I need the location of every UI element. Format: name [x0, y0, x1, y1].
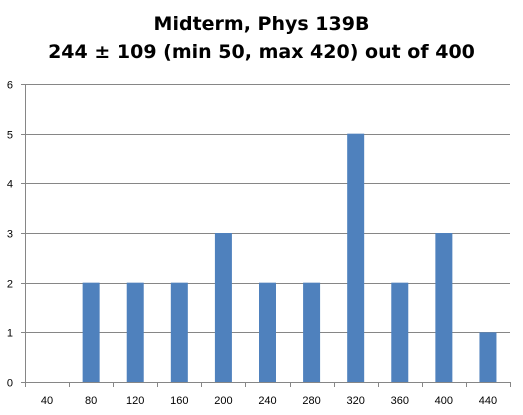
chart-title: Midterm, Phys 139B 244 ± 109 (min 50, ma… [0, 10, 523, 66]
y-tick-label: 6 [7, 80, 13, 92]
bar [479, 332, 497, 382]
bar [170, 282, 188, 382]
chart-title-line-2: 244 ± 109 (min 50, max 420) out of 400 [48, 41, 475, 63]
y-tick-label: 5 [7, 130, 13, 142]
x-tick-label: 120 [126, 395, 144, 407]
bar [126, 282, 144, 382]
bar [259, 282, 276, 382]
y-tick-label: 1 [7, 328, 13, 340]
x-tick-label: 80 [85, 395, 97, 407]
x-tick-label: 320 [347, 395, 365, 407]
x-tick-label: 400 [435, 395, 453, 407]
x-tick-label: 200 [214, 395, 232, 407]
x-tick-label: 280 [302, 395, 320, 407]
y-tick-label: 3 [7, 229, 13, 241]
x-tick-label: 440 [479, 395, 497, 407]
x-tick-label: 160 [170, 395, 188, 407]
y-tick-label: 4 [7, 179, 13, 191]
x-tick-label: 360 [391, 395, 409, 407]
y-tick-label: 2 [7, 279, 13, 291]
bar [82, 282, 100, 382]
bar [303, 282, 321, 382]
bar [391, 282, 409, 382]
bar [214, 233, 232, 382]
bar [435, 233, 453, 382]
tick-labels: 0 1 2 3 4 5 6 40 80 120 160 200 240 280 320 360 400 440 [7, 80, 497, 408]
chart-title-line-1: Midterm, Phys 139B [153, 13, 370, 35]
x-tick-label: 40 [41, 395, 53, 407]
axes [21, 84, 511, 387]
y-tick-label: 0 [7, 378, 13, 390]
x-tick-label: 240 [258, 395, 276, 407]
bars [82, 133, 497, 382]
bar [347, 133, 365, 382]
